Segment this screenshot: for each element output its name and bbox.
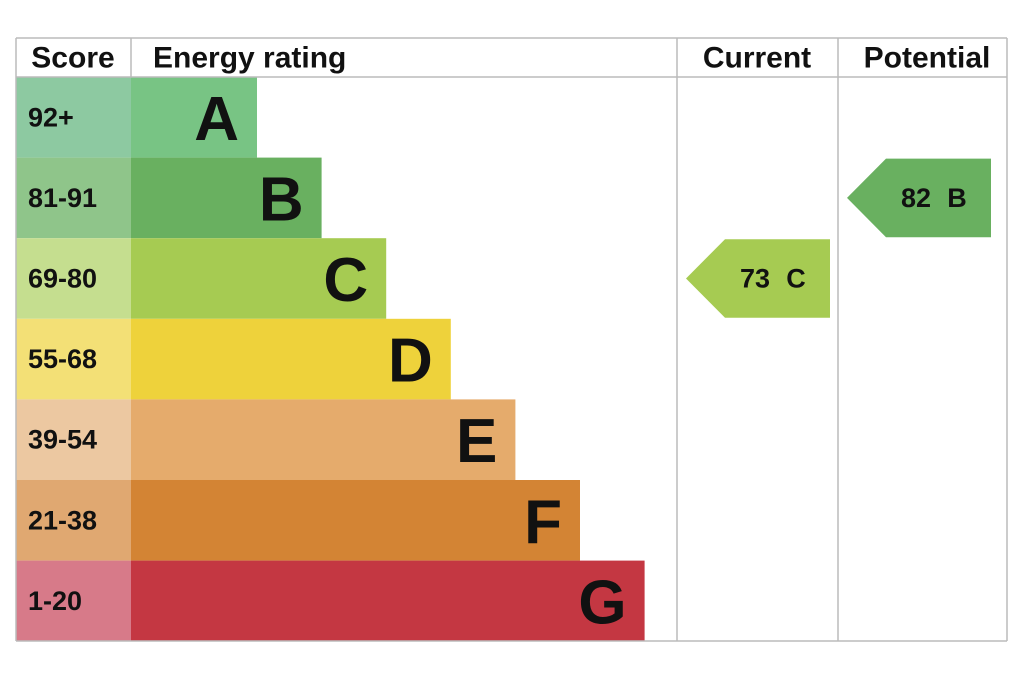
header-rating: Energy rating [153,42,346,75]
score-cell [16,238,131,319]
potential-arrow [847,158,991,238]
score-cell [16,560,131,642]
rating-letter: D [388,327,433,396]
score-cell [16,399,131,480]
rating-letter: C [323,246,368,315]
rating-bar [131,560,645,642]
rating-bar [131,318,451,400]
current-letter: C [786,264,806,294]
rating-bar [131,399,516,480]
score-label: 21-38 [28,505,97,535]
rating-letter: G [578,568,626,637]
current-value: 73 [740,264,770,294]
header-score: Score [31,42,114,75]
score-cell [16,77,131,158]
current-arrow [686,239,830,318]
score-cell [16,318,131,400]
score-cell [16,480,131,561]
rating-letter: B [259,165,304,234]
rating-letter: F [524,488,562,557]
rating-letter: A [194,85,239,154]
score-label: 81-91 [28,183,97,213]
header-potential: Potential [864,42,991,75]
score-cell [16,157,131,239]
potential-letter: B [947,183,967,213]
score-label: 39-54 [28,425,97,455]
score-label: 69-80 [28,264,97,294]
header-current: Current [703,42,811,75]
rating-letter: E [456,407,497,476]
score-label: 55-68 [28,344,97,374]
rating-bar [131,77,257,158]
rating-bar [131,480,580,561]
potential-value: 82 [901,183,931,213]
score-label: 1-20 [28,586,82,616]
rating-bar [131,157,322,239]
rating-bar [131,238,387,319]
score-label: 92+ [28,102,74,132]
